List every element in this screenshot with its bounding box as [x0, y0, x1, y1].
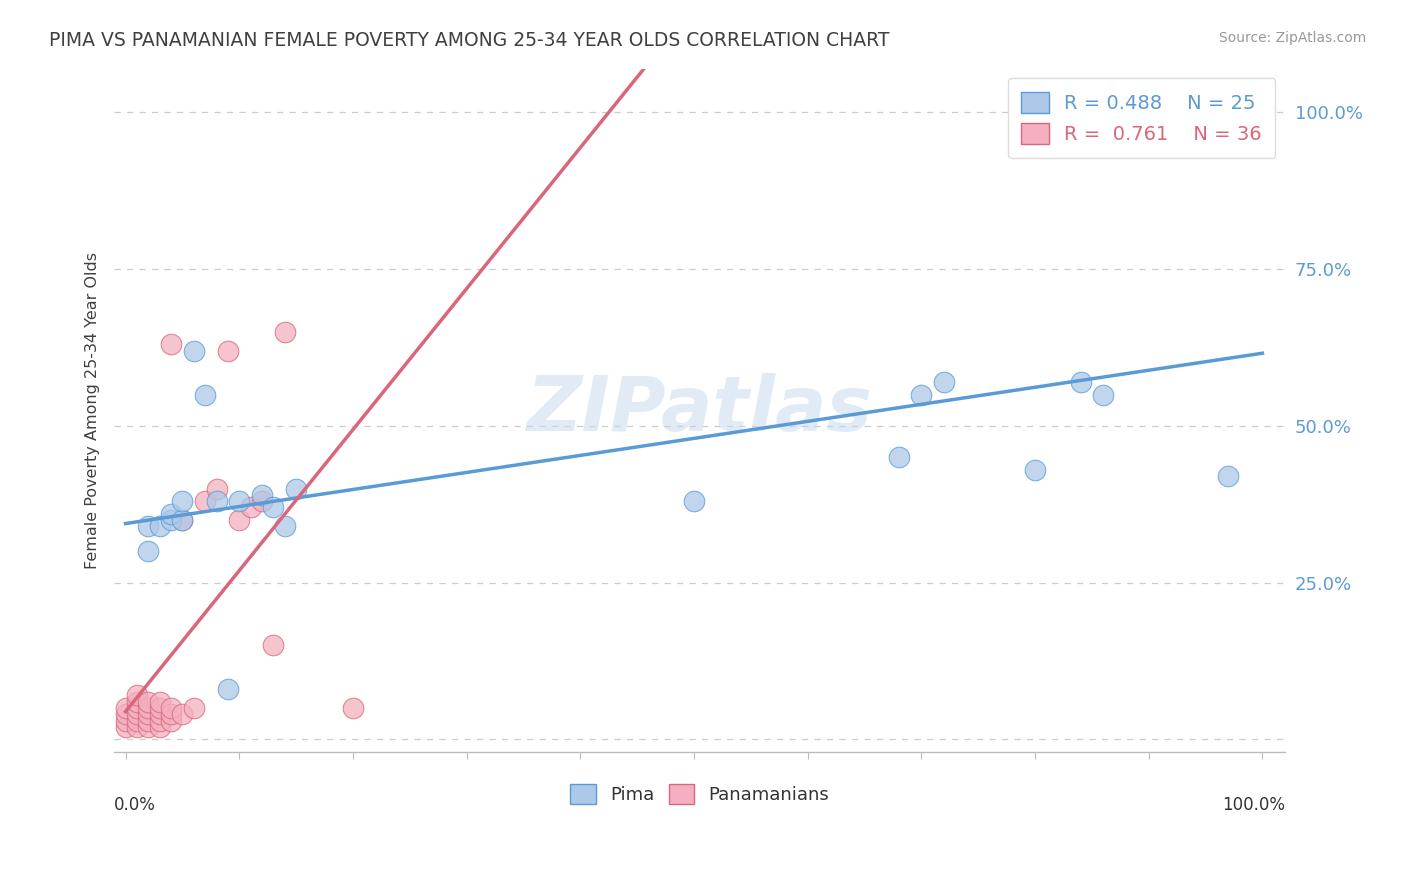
- Text: PIMA VS PANAMANIAN FEMALE POVERTY AMONG 25-34 YEAR OLDS CORRELATION CHART: PIMA VS PANAMANIAN FEMALE POVERTY AMONG …: [49, 31, 890, 50]
- Point: [125, 720, 148, 734]
- Point: [114, 720, 136, 734]
- Point: [149, 519, 172, 533]
- Point: [149, 720, 172, 734]
- Point: [217, 682, 239, 697]
- Point: [262, 500, 284, 515]
- Point: [683, 494, 706, 508]
- Point: [205, 494, 228, 508]
- Point: [125, 695, 148, 709]
- Point: [160, 701, 183, 715]
- Point: [217, 343, 239, 358]
- Point: [149, 701, 172, 715]
- Point: [274, 325, 297, 339]
- Point: [160, 507, 183, 521]
- Point: [194, 494, 217, 508]
- Point: [125, 689, 148, 703]
- Point: [172, 707, 194, 722]
- Point: [1251, 105, 1274, 120]
- Point: [136, 701, 159, 715]
- Point: [228, 513, 250, 527]
- Point: [887, 450, 910, 465]
- Point: [160, 513, 183, 527]
- Point: [183, 701, 205, 715]
- Point: [172, 513, 194, 527]
- Y-axis label: Female Poverty Among 25-34 Year Olds: Female Poverty Among 25-34 Year Olds: [86, 252, 100, 569]
- Point: [262, 638, 284, 652]
- Point: [239, 500, 262, 515]
- Text: Source: ZipAtlas.com: Source: ZipAtlas.com: [1219, 31, 1367, 45]
- Point: [125, 701, 148, 715]
- Point: [136, 714, 159, 728]
- Point: [160, 707, 183, 722]
- Point: [160, 714, 183, 728]
- Point: [136, 544, 159, 558]
- Point: [250, 494, 273, 508]
- Point: [250, 488, 273, 502]
- Point: [274, 519, 297, 533]
- Text: 0.0%: 0.0%: [114, 797, 156, 814]
- Text: ZIPatlas: ZIPatlas: [527, 373, 873, 447]
- Text: 100.0%: 100.0%: [1222, 797, 1285, 814]
- Point: [228, 494, 250, 508]
- Point: [1024, 463, 1046, 477]
- Point: [114, 714, 136, 728]
- Point: [194, 387, 217, 401]
- Point: [149, 714, 172, 728]
- Point: [932, 375, 955, 389]
- Point: [114, 707, 136, 722]
- Point: [285, 482, 308, 496]
- Point: [205, 482, 228, 496]
- Point: [1218, 469, 1240, 483]
- Point: [114, 701, 136, 715]
- Point: [136, 519, 159, 533]
- Point: [160, 337, 183, 351]
- Point: [172, 494, 194, 508]
- Point: [125, 714, 148, 728]
- Point: [172, 513, 194, 527]
- Point: [342, 701, 364, 715]
- Point: [125, 707, 148, 722]
- Legend: Pima, Panamanians: Pima, Panamanians: [562, 777, 837, 811]
- Point: [910, 387, 932, 401]
- Point: [1092, 387, 1115, 401]
- Point: [1070, 375, 1092, 389]
- Point: [149, 707, 172, 722]
- Point: [136, 695, 159, 709]
- Point: [183, 343, 205, 358]
- Point: [136, 720, 159, 734]
- Point: [136, 707, 159, 722]
- Point: [149, 695, 172, 709]
